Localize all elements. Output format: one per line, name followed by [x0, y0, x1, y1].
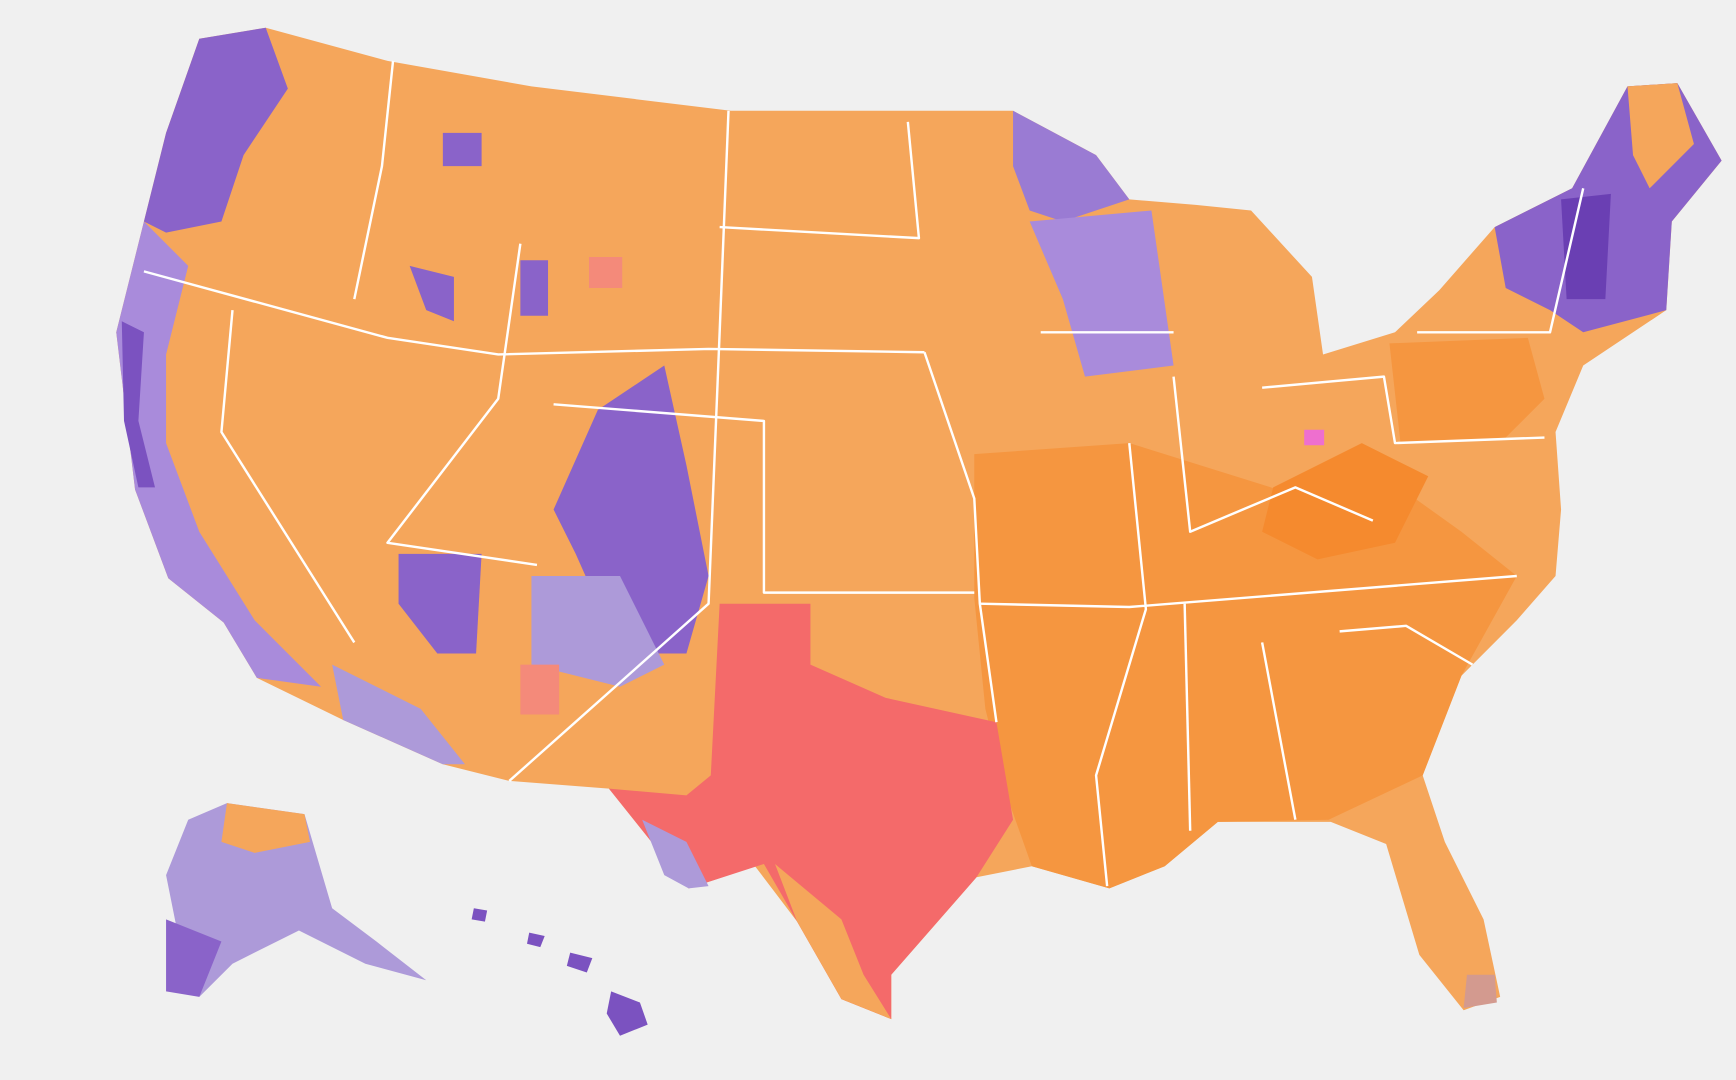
texas-west [642, 819, 709, 889]
state-borders [143, 60, 1585, 887]
border [143, 270, 925, 356]
border [923, 351, 998, 723]
hawaii-oahu [527, 932, 545, 948]
border [1417, 188, 1585, 334]
hawaii-maui [566, 952, 593, 973]
wisconsin [1029, 210, 1174, 377]
california-coast [121, 321, 155, 488]
alaska-orange [221, 803, 310, 853]
new-mexico-north [531, 576, 665, 687]
border [719, 121, 921, 240]
southeast-region [974, 443, 1517, 889]
nm-red [520, 664, 560, 715]
texas-south [775, 864, 892, 1020]
border [353, 60, 395, 300]
border [1094, 442, 1148, 887]
west-coast [143, 27, 288, 233]
border [508, 110, 730, 782]
border [1260, 642, 1297, 820]
alaska [166, 803, 427, 997]
pacific-coast [116, 221, 322, 687]
texas [608, 603, 1014, 1020]
border [1339, 624, 1474, 666]
border [979, 574, 1517, 609]
border [1183, 603, 1192, 831]
wyoming-red [589, 256, 623, 288]
hawaii-kauai [471, 908, 488, 922]
wyoming-county [520, 260, 549, 316]
upper-midwest [1013, 110, 1130, 222]
alaska-southwest [166, 919, 222, 997]
border [1172, 376, 1374, 533]
florida-tip [1463, 974, 1497, 1008]
vermont-nh [1561, 193, 1611, 300]
idaho-county [409, 265, 454, 322]
border [553, 403, 975, 594]
border [1262, 375, 1545, 445]
arizona-south [332, 664, 465, 765]
border [220, 310, 356, 644]
nevada-block [398, 553, 482, 654]
border [386, 243, 538, 567]
ohio-pink [1304, 429, 1325, 446]
pennsylvania [1389, 337, 1545, 444]
hawaii-big [606, 991, 648, 1036]
maine [1627, 83, 1694, 189]
montana-county [442, 132, 482, 167]
